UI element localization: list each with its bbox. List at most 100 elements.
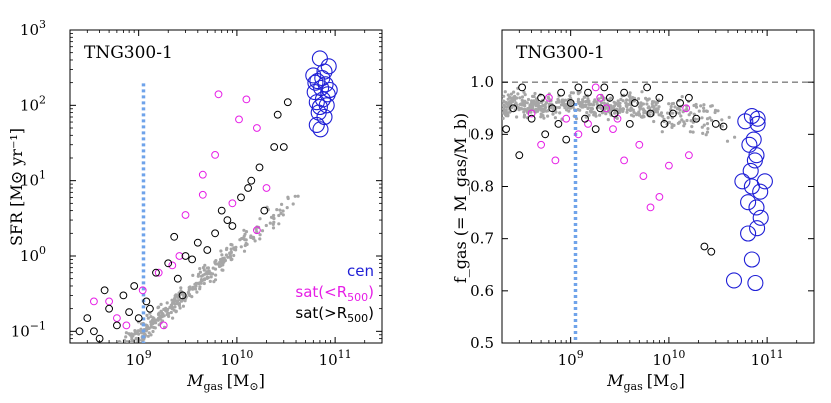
right-field-point bbox=[675, 107, 680, 111]
right-field-point bbox=[694, 105, 699, 109]
right-series-sat-out bbox=[502, 83, 728, 256]
left-point-sat-in bbox=[262, 184, 271, 192]
left-field-point bbox=[220, 268, 224, 272]
left-series-sat-out bbox=[75, 98, 292, 343]
right-field-point bbox=[526, 97, 531, 102]
left-field-point bbox=[85, 379, 88, 382]
left-field-point bbox=[124, 346, 127, 349]
left-field-point bbox=[239, 245, 243, 249]
right-ytick-label: 0.7 bbox=[470, 230, 494, 248]
right-field-point bbox=[690, 125, 694, 129]
right-field-point bbox=[705, 109, 709, 113]
right-point-sat-in bbox=[646, 203, 655, 212]
right-xtick-label: 109 bbox=[558, 348, 584, 369]
left-plot-frame bbox=[69, 29, 383, 344]
left-point-sat-out bbox=[244, 184, 253, 192]
left-field-point bbox=[97, 365, 100, 368]
left-field-point bbox=[123, 344, 126, 347]
right-point-cen bbox=[748, 199, 765, 216]
left-field-point bbox=[136, 329, 141, 333]
left-point-sat-out bbox=[113, 321, 121, 330]
left-field-point bbox=[252, 236, 256, 240]
right-field-point bbox=[693, 117, 698, 121]
left-field-point bbox=[109, 363, 112, 366]
left-field-point bbox=[279, 211, 283, 215]
left-field-point bbox=[100, 362, 103, 365]
left-field-point bbox=[112, 363, 115, 366]
left-field-point bbox=[100, 361, 103, 364]
left-point-sat-out bbox=[247, 176, 256, 185]
right-field-point bbox=[563, 106, 567, 110]
left-field-point bbox=[78, 390, 81, 393]
right-field-point bbox=[702, 106, 706, 110]
right-field-point bbox=[669, 105, 673, 109]
left-xtick-base: 10 bbox=[319, 351, 338, 369]
right-point-sat-out bbox=[711, 120, 720, 128]
left-field-point bbox=[117, 354, 120, 357]
left-field-point bbox=[197, 282, 201, 286]
left-field-point bbox=[102, 357, 105, 360]
left-point-sat-out bbox=[178, 291, 187, 300]
right-field-point bbox=[656, 107, 660, 111]
right-field-point bbox=[576, 97, 581, 101]
left-xtick-label: 109 bbox=[126, 348, 152, 369]
right-field-point bbox=[584, 115, 588, 119]
right-point-sat-out bbox=[620, 88, 628, 97]
legend-label: sat(<R bbox=[295, 283, 347, 301]
right-field-point bbox=[705, 122, 710, 126]
left-point-sat-out bbox=[83, 314, 92, 323]
left-field-point bbox=[111, 363, 114, 366]
left-field-point bbox=[101, 360, 104, 363]
left-field-point bbox=[119, 345, 122, 348]
left-ylabel: SFR [M⊙ yr⁻¹] bbox=[7, 128, 26, 246]
right-point-cen bbox=[752, 183, 769, 200]
left-field-point bbox=[115, 351, 118, 354]
left-field-point bbox=[202, 281, 206, 286]
left-field-point bbox=[79, 378, 82, 381]
left-field-point bbox=[147, 331, 151, 335]
right-field-point bbox=[546, 95, 550, 99]
right-field-point bbox=[518, 96, 522, 100]
right-field-point bbox=[618, 104, 622, 108]
left-field-point bbox=[102, 369, 105, 372]
left-field-point bbox=[89, 365, 92, 368]
right-point-sat-out bbox=[605, 93, 614, 102]
left-ytick-base: 10 bbox=[20, 172, 39, 190]
left-field-point bbox=[77, 388, 80, 391]
right-field-point bbox=[670, 122, 674, 126]
left-ytick-exp: 1 bbox=[39, 169, 46, 182]
right-field-point bbox=[637, 113, 641, 117]
right-field-point bbox=[543, 103, 547, 107]
right-field-point bbox=[689, 111, 693, 115]
left-field-point bbox=[101, 369, 104, 372]
left-point-sat-out bbox=[203, 246, 212, 254]
left-field-point bbox=[106, 357, 109, 360]
left-field-point bbox=[171, 316, 175, 320]
left-ytick-label: 102 bbox=[20, 93, 46, 114]
right-point-cen bbox=[741, 136, 758, 153]
left-field-point bbox=[99, 372, 102, 375]
left-field-point bbox=[113, 363, 116, 366]
right-xtick-base: 10 bbox=[652, 351, 671, 369]
left-field-point bbox=[140, 338, 144, 343]
left-field-point bbox=[113, 361, 116, 364]
left-field-point bbox=[73, 382, 76, 385]
right-field-point bbox=[604, 112, 608, 116]
right-field-point bbox=[702, 109, 706, 113]
right-field-point bbox=[502, 103, 506, 107]
right-point-sat-in bbox=[682, 104, 691, 113]
left-field-point bbox=[296, 194, 300, 198]
left-field-point bbox=[169, 310, 173, 315]
left-field-point bbox=[151, 329, 155, 334]
right-field-point bbox=[586, 97, 590, 101]
left-field-point bbox=[81, 394, 84, 397]
left-point-sat-out bbox=[90, 327, 98, 336]
left-field-point bbox=[145, 313, 149, 317]
right-field-point bbox=[569, 91, 574, 95]
left-marks bbox=[73, 50, 338, 397]
left-field-point bbox=[224, 253, 228, 257]
left-point-sat-in bbox=[105, 297, 113, 306]
right-field-point bbox=[529, 110, 533, 114]
